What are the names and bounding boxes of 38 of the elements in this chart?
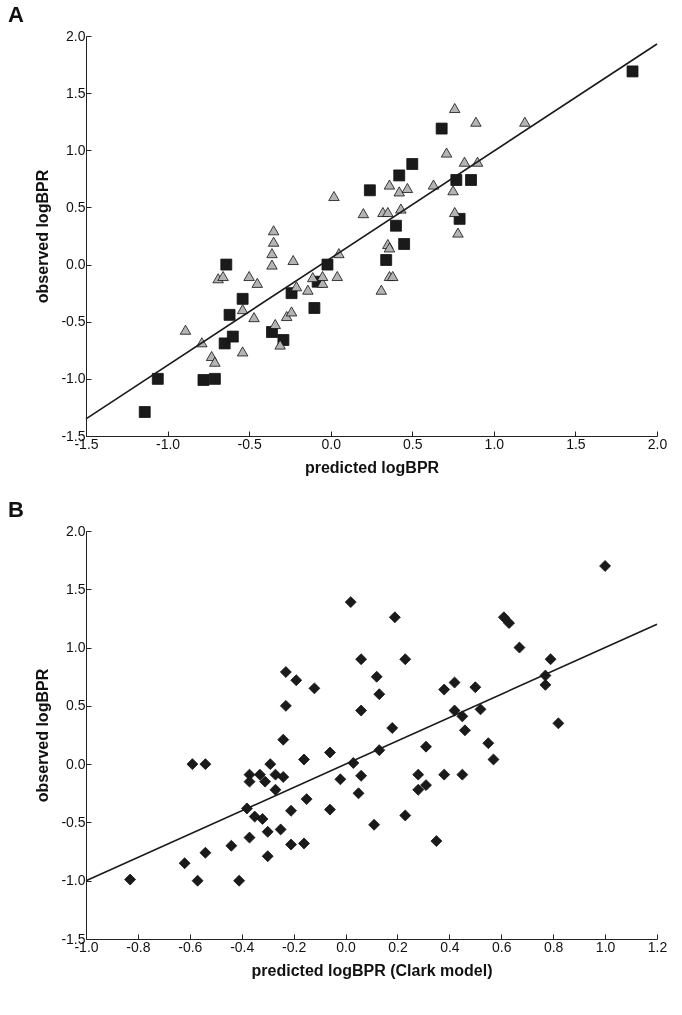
y-tick-label: 2.0 (66, 27, 86, 44)
y-tick-label: 1.0 (66, 639, 86, 656)
x-tick-label: 0.0 (336, 938, 356, 955)
x-tick-label: 0.0 (321, 435, 342, 452)
x-tick-label: -0.2 (282, 938, 307, 955)
x-tick-label: 1.0 (484, 435, 505, 452)
x-tick-label: 1.5 (566, 435, 586, 452)
x-axis-title: predicted logBPR (304, 458, 440, 476)
x-tick-label: 0.6 (492, 938, 512, 955)
x-tick-label: -0.6 (178, 938, 203, 955)
x-tick-label: -0.8 (126, 938, 151, 955)
y-tick-label: 1.5 (66, 580, 86, 597)
y-tick-label: -1.0 (61, 872, 86, 889)
y-axis-title: observed logBPR (34, 668, 52, 803)
y-tick-label: 1.0 (66, 141, 86, 158)
x-tick-label: 0.2 (388, 938, 408, 955)
y-tick-label: 0.5 (66, 697, 86, 714)
y-tick-label: 0.0 (66, 755, 86, 772)
x-tick-label: 0.8 (543, 938, 564, 955)
y-tick-label: 0.0 (66, 256, 86, 273)
chart-title: B (8, 497, 24, 522)
chart-title: A (8, 2, 24, 27)
y-tick-label: 2.0 (66, 522, 86, 539)
x-tick-label: -0.5 (237, 435, 262, 452)
x-tick-label: 0.4 (440, 938, 460, 955)
x-tick-label: -0.4 (230, 938, 255, 955)
x-axis-title: predicted logBPR (Clark model) (251, 961, 493, 979)
x-tick-label: 1.2 (647, 938, 668, 955)
x-tick-label: 0.5 (403, 435, 423, 452)
y-tick-label: -0.5 (61, 313, 86, 330)
x-tick-label: 2.0 (647, 435, 668, 452)
x-tick-label: -1.0 (156, 435, 181, 452)
y-tick-label: -0.5 (61, 813, 86, 830)
y-axis-title: observed logBPR (34, 169, 52, 304)
y-tick-label: 0.5 (66, 198, 86, 215)
x-tick-label: 1.0 (595, 938, 616, 955)
y-tick-label: 1.5 (66, 84, 86, 101)
y-tick-label: -1.0 (61, 370, 86, 387)
